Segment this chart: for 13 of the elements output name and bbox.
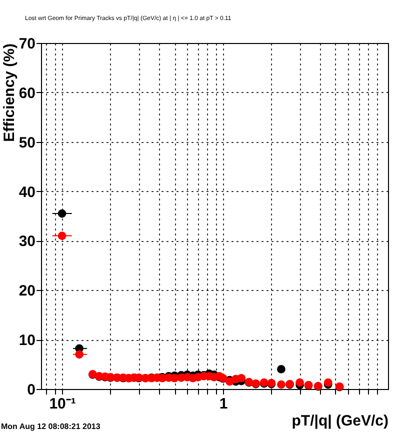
y-axis-title: Efficiency (%) bbox=[0, 44, 18, 142]
y-tick-label: 40 bbox=[18, 184, 36, 201]
y-tick-label: 50 bbox=[18, 134, 36, 152]
x-tick-label: 1 bbox=[219, 396, 228, 412]
y-tick-label: 60 bbox=[18, 84, 36, 102]
x-axis-title: pT/|q| (GeV/c) bbox=[292, 412, 388, 430]
x-tick-label: 10⁻¹ bbox=[49, 396, 76, 412]
y-tick-label: 30 bbox=[18, 233, 36, 250]
y-tick-label: 0 bbox=[27, 382, 36, 398]
y-tick-label: 70 bbox=[18, 36, 36, 52]
y-tick-label: 10 bbox=[18, 332, 36, 350]
y-tick-label: 20 bbox=[18, 282, 36, 300]
text: Mon Aug 12 08:08:21 2013 bbox=[1, 422, 101, 431]
